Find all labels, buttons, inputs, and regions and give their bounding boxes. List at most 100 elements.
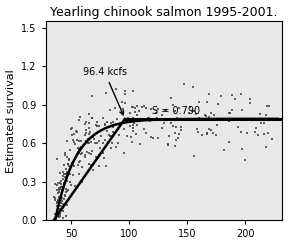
Point [97,164,101,168]
Point [64,170,69,174]
Point [74,129,78,133]
Point [173,138,178,142]
Point [265,104,269,108]
Point [134,113,139,117]
Point [109,134,113,138]
Point [73,184,77,188]
Point [94,155,99,159]
Point [57,209,62,213]
Point [209,111,214,115]
Point [62,197,66,201]
Point [103,138,107,142]
Point [148,107,153,111]
Point [162,108,167,112]
Point [58,184,63,188]
Point [61,185,66,189]
Point [90,135,95,139]
Point [52,224,56,228]
Point [85,141,90,145]
Point [211,131,215,135]
Point [71,138,75,142]
Point [129,135,134,139]
Point [54,216,59,220]
Point [202,113,207,117]
Point [113,122,118,126]
Point [97,124,101,128]
Point [155,116,160,120]
Point [264,145,269,149]
Point [94,141,99,145]
Point [71,173,75,177]
Point [53,217,57,221]
Point [78,139,83,143]
Point [96,139,101,143]
Point [154,111,159,115]
Point [101,157,106,160]
Point [66,162,70,166]
Point [75,138,80,142]
Point [182,82,186,86]
Point [264,113,268,117]
Point [59,179,64,183]
Point [69,164,73,168]
Point [67,180,72,184]
Point [84,131,88,135]
Point [55,199,60,203]
Point [53,212,57,216]
Point [60,217,65,221]
Point [57,190,61,194]
Point [113,87,118,91]
Point [116,133,121,137]
Point [77,139,81,143]
Point [230,108,234,112]
Point [177,132,181,135]
Point [62,172,66,176]
Point [122,127,126,131]
Point [60,202,65,206]
Point [90,116,95,120]
Point [77,151,82,155]
Point [71,163,76,167]
Point [67,164,71,168]
Point [66,161,70,165]
Point [53,218,58,222]
Point [64,190,69,194]
Point [89,116,94,120]
Point [76,160,81,164]
Point [141,127,146,131]
Point [142,105,146,109]
Point [52,198,57,202]
Point [63,194,67,198]
Point [190,109,194,113]
Point [55,201,59,205]
Point [130,105,134,109]
Point [262,121,267,125]
Point [84,128,88,132]
Point [61,206,65,210]
Point [90,94,94,98]
Point [109,122,113,125]
Point [101,151,105,155]
Point [92,137,96,141]
Point [103,123,107,127]
Point [57,197,62,201]
Point [267,104,271,108]
Point [189,117,194,121]
Point [187,105,192,109]
Point [253,126,258,130]
Point [73,142,77,146]
Point [77,159,82,163]
Point [206,115,211,119]
Point [227,140,231,144]
Point [83,133,88,137]
Point [173,144,177,148]
Point [57,195,61,198]
Title: Yearling chinook salmon 1995-2001.: Yearling chinook salmon 1995-2001. [50,6,278,19]
Point [79,165,84,169]
Point [171,103,175,107]
Point [132,121,136,125]
Point [97,146,102,150]
Point [55,221,59,225]
Point [173,131,178,135]
Point [56,198,60,202]
